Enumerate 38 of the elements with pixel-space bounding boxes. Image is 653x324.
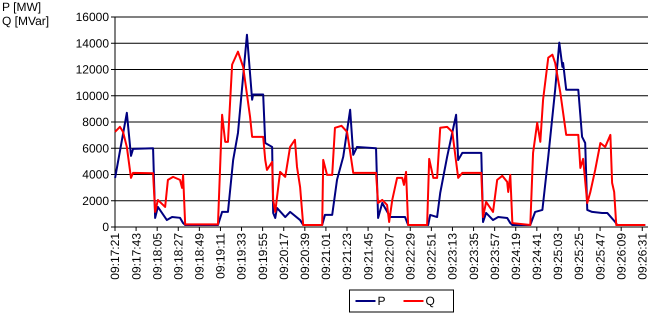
- y-tick-label: 6000: [82, 141, 110, 156]
- y-tick-label: 16000: [76, 10, 110, 24]
- y-axis-title: P [MW] Q [MVar]: [2, 0, 50, 28]
- y-tick-label: 4000: [82, 168, 110, 182]
- x-tick-label: 09:20:17: [276, 232, 291, 280]
- x-tick-label: 09:25:25: [572, 232, 586, 280]
- legend-label: P: [378, 294, 386, 308]
- y-tick-label: 8000: [82, 115, 110, 130]
- x-tick-label: 09:19:55: [256, 232, 270, 280]
- x-tick-label: 09:18:05: [150, 232, 164, 280]
- y-tick-label: 0: [102, 220, 110, 234]
- y-tick-label: 10000: [76, 88, 110, 103]
- x-tick-label: 09:24:19: [508, 232, 523, 280]
- x-tick-label: 09:26:09: [614, 232, 628, 280]
- x-tick-label: 09:23:13: [446, 232, 460, 280]
- x-tick-label: 09:18:49: [192, 232, 207, 280]
- x-tick-label: 09:19:33: [234, 232, 249, 280]
- x-tick-label: 09:17:21: [108, 232, 122, 280]
- y-tick-label: 14000: [76, 36, 110, 50]
- x-tick-label: 09:17:43: [129, 232, 144, 280]
- y-tick-label: 12000: [76, 62, 110, 77]
- x-tick-label: 09:22:29: [403, 232, 418, 280]
- x-tick-label: 09:21:45: [361, 232, 376, 280]
- x-tick-label: 09:18:27: [171, 232, 186, 280]
- y-tick-label: 2000: [82, 194, 110, 208]
- x-tick-label: 09:22:51: [424, 232, 439, 280]
- x-tick-label: 09:24:41: [530, 232, 544, 280]
- x-tick-label: 09:22:07: [382, 232, 396, 280]
- x-tick-label: 09:26:31: [635, 232, 650, 280]
- x-tick-label: 09:19:11: [214, 232, 228, 279]
- x-tick-label: 09:23:35: [466, 232, 481, 280]
- legend-label: Q: [426, 294, 435, 308]
- x-tick-label: 09:25:47: [593, 232, 608, 280]
- x-tick-label: 09:21:23: [340, 232, 354, 280]
- x-tick-label: 09:21:01: [319, 232, 334, 280]
- x-tick-label: 09:20:39: [298, 232, 312, 280]
- x-tick-label: 09:23:57: [488, 232, 502, 280]
- x-tick-label: 09:25:03: [551, 232, 566, 280]
